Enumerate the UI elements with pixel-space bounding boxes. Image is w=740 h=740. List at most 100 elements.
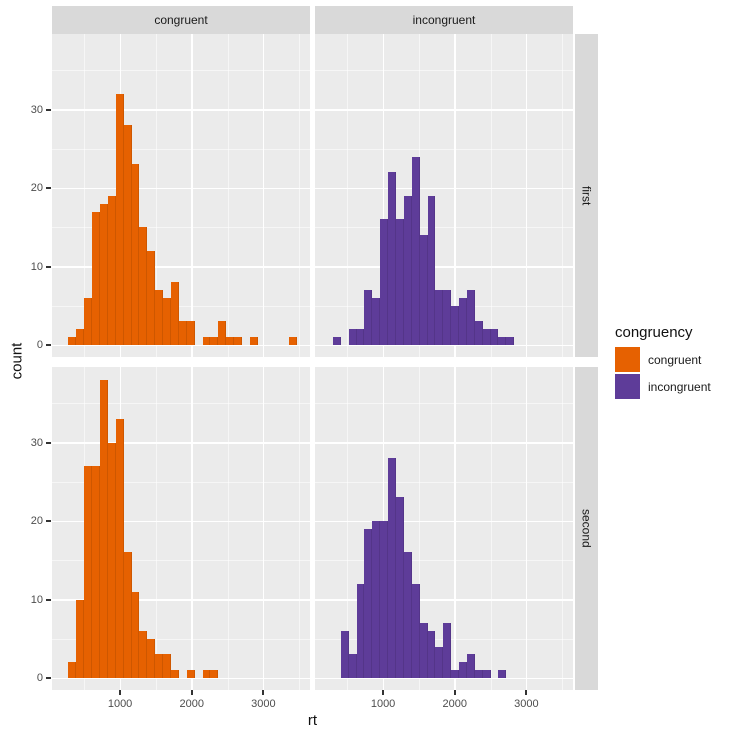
gridline-minor-y [52,481,310,483]
x-tick-mark [119,690,122,695]
x-tick-mark [382,690,385,695]
histogram-bar [372,521,381,678]
facet-strip-label: incongruent [412,13,476,27]
histogram-bar [364,290,373,345]
gridline-minor-x [299,367,301,690]
facet-strip-col-congruent: congruent [52,6,310,34]
histogram-bar [170,282,179,345]
histogram-bar [395,219,404,345]
histogram-bar [139,227,148,345]
histogram-bar [388,458,396,678]
legend-title: congruency [615,324,693,341]
histogram-bar [466,290,475,345]
gridline-minor-y [315,227,573,229]
x-tick-label: 2000 [179,698,204,710]
legend-swatch-congruent [615,347,640,372]
y-tick-mark [46,598,51,601]
gridline-major-y [52,442,310,444]
y-tick-mark [46,344,51,346]
gridline-minor-y [52,403,310,405]
histogram-bar [289,337,298,345]
gridline-major-y [315,520,573,522]
gridline-major-y [315,599,573,601]
histogram-bar [155,654,164,678]
histogram-bar [147,638,156,678]
histogram-bar [403,195,412,345]
histogram-bar [107,195,116,345]
histogram-bar [186,321,195,345]
histogram-bar [92,211,100,345]
histogram-bar [435,646,444,678]
histogram-bar [332,337,341,345]
y-tick-label: 0 [36,672,43,684]
histogram-bar [226,337,235,345]
histogram-bar [498,670,507,678]
gridline-major-y [315,442,573,444]
gridline-major-y [52,677,310,679]
gridline-major-y [52,344,310,346]
gridline-major-x [191,34,193,357]
histogram-bar [443,623,452,678]
gridline-major-x [191,367,193,690]
gridline-minor-x [347,34,349,357]
x-tick-mark [453,690,456,695]
histogram-bar [76,599,85,678]
gridline-major-y [52,109,310,111]
histogram-bar [466,654,475,678]
y-tick-label: 20 [30,182,43,194]
facet-panel-incongruent-second [315,367,573,690]
y-tick-label: 0 [36,339,43,351]
histogram-bar [372,297,381,345]
histogram-bar [68,662,77,678]
histogram-bar [147,250,156,345]
y-tick-mark [46,520,51,522]
histogram-bar [202,337,211,345]
histogram-bar [178,321,187,345]
y-tick-mark [46,108,51,111]
gridline-minor-x [562,367,564,690]
histogram-bar [388,172,396,345]
facet-strip-row-second: second [575,367,598,690]
histogram-bar [107,442,116,678]
histogram-bar [490,329,499,345]
histogram-bar [202,670,211,678]
histogram-bar [115,418,124,678]
gridline-minor-y [315,560,573,562]
histogram-bar [459,662,467,678]
histogram-bar [100,203,108,345]
histogram-bar [68,337,77,345]
histogram-bar [115,93,124,345]
histogram-bar [356,329,365,345]
histogram-bar [210,337,219,345]
legend-label: incongruent [648,379,711,394]
gridline-major-y [52,266,310,268]
y-tick-label: 10 [30,260,43,273]
histogram-bar [163,654,171,678]
gridline-minor-x [490,34,492,357]
gridline-minor-x [490,367,492,690]
histogram-bar [435,290,444,345]
gridline-major-y [315,677,573,679]
histogram-bar [380,219,389,345]
histogram-bar [170,670,179,678]
gridline-major-y [315,109,573,111]
histogram-bar [84,466,93,678]
histogram-bar [76,329,85,345]
gridline-major-x [262,34,265,357]
histogram-bar [348,329,357,345]
gridline-minor-y [52,560,310,562]
histogram-bar [419,235,428,345]
y-tick-mark [46,677,51,679]
gridline-major-x [525,367,528,690]
histogram-bar [482,329,491,345]
facet-strip-col-incongruent: incongruent [315,6,573,34]
gridline-major-x [262,367,265,690]
histogram-bar [100,379,108,678]
facet-panel-incongruent-first [315,34,573,357]
histogram-bar [123,552,132,678]
histogram-bar [459,297,467,345]
histogram-bar [155,290,164,345]
gridline-minor-y [315,148,573,150]
gridline-minor-y [315,70,573,72]
